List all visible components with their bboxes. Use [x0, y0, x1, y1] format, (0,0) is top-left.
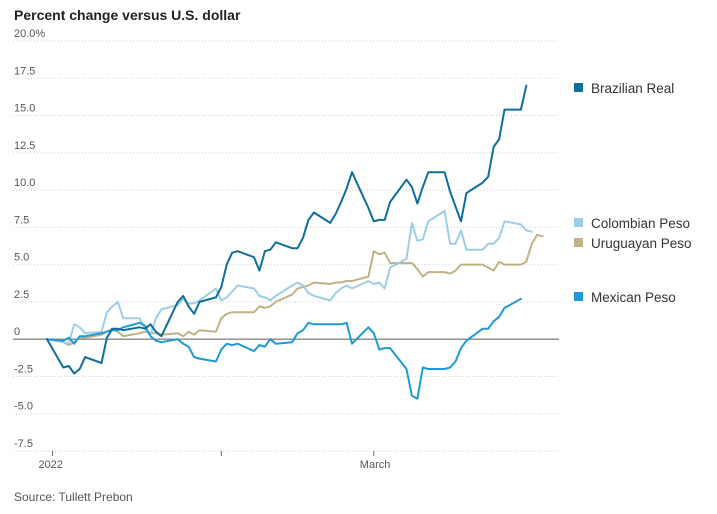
- legend-swatch: [574, 292, 583, 301]
- y-tick-label: -5.0: [14, 401, 33, 413]
- series-line-mexican-peso: [46, 297, 522, 400]
- legend-label: Uruguayan Peso: [591, 236, 692, 251]
- y-tick-label: 10.0: [14, 177, 35, 189]
- series-line-uruguayan-peso: [46, 233, 544, 347]
- series-line-colombian-peso: [46, 210, 533, 345]
- legend: Brazilian Real Colombian Peso Uruguayan Pe…: [574, 81, 692, 305]
- legend-label: Brazilian Real: [591, 81, 674, 96]
- series-layer: [46, 84, 544, 400]
- y-tick-label: 5.0: [14, 252, 29, 264]
- y-tick-label: 12.5: [14, 140, 35, 152]
- x-axis: 2022 March: [38, 451, 390, 471]
- legend-swatch: [574, 83, 583, 92]
- y-tick-label: 7.5: [14, 214, 29, 226]
- chart-title: Percent change versus U.S. dollar: [14, 7, 241, 23]
- x-tick-label: 2022: [38, 459, 62, 471]
- series-line-brazilian-real: [46, 84, 528, 375]
- grid-layer: 20.0% 17.5 15.0 12.5 10.0 7.5 5.0 2.5 0 -2.5 -5.0 -…: [13, 28, 559, 452]
- legend-label: Mexican Peso: [591, 290, 676, 305]
- y-tick-label: 0: [14, 326, 20, 338]
- legend-swatch: [574, 218, 583, 227]
- legend-label: Colombian Peso: [591, 216, 690, 231]
- y-tick-label: 20.0%: [14, 28, 45, 40]
- y-tick-label: 2.5: [14, 289, 29, 301]
- y-tick-label: 17.5: [14, 65, 35, 77]
- legend-swatch: [574, 238, 583, 247]
- y-tick-label: 15.0: [14, 103, 35, 115]
- y-tick-label: -2.5: [14, 363, 33, 375]
- x-tick-label: March: [360, 459, 391, 471]
- y-tick-label: -7.5: [14, 438, 33, 450]
- source-note: Source: Tullett Prebon: [14, 490, 133, 504]
